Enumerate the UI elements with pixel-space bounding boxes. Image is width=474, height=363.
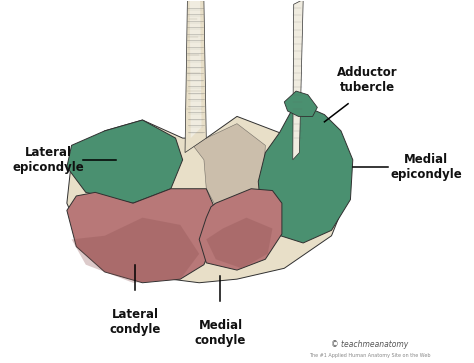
Polygon shape xyxy=(72,218,199,283)
Text: Adductor
tubercle: Adductor tubercle xyxy=(337,66,397,94)
Text: © teachmeanatomy: © teachmeanatomy xyxy=(331,340,408,349)
Polygon shape xyxy=(67,117,350,283)
Text: Lateral
condyle: Lateral condyle xyxy=(109,308,161,336)
Polygon shape xyxy=(293,1,303,160)
Polygon shape xyxy=(190,1,201,138)
Polygon shape xyxy=(206,218,273,268)
Polygon shape xyxy=(187,124,265,218)
Text: Medial
epicondyle: Medial epicondyle xyxy=(390,153,462,181)
Polygon shape xyxy=(258,107,353,243)
Text: Medial
condyle: Medial condyle xyxy=(195,319,246,347)
Polygon shape xyxy=(67,189,216,283)
Polygon shape xyxy=(67,120,182,203)
Polygon shape xyxy=(284,91,318,117)
Text: Lateral
epicondyle: Lateral epicondyle xyxy=(12,146,84,174)
Polygon shape xyxy=(199,189,282,270)
Polygon shape xyxy=(185,1,206,152)
Text: The #1 Applied Human Anatomy Site on the Web: The #1 Applied Human Anatomy Site on the… xyxy=(309,352,430,358)
